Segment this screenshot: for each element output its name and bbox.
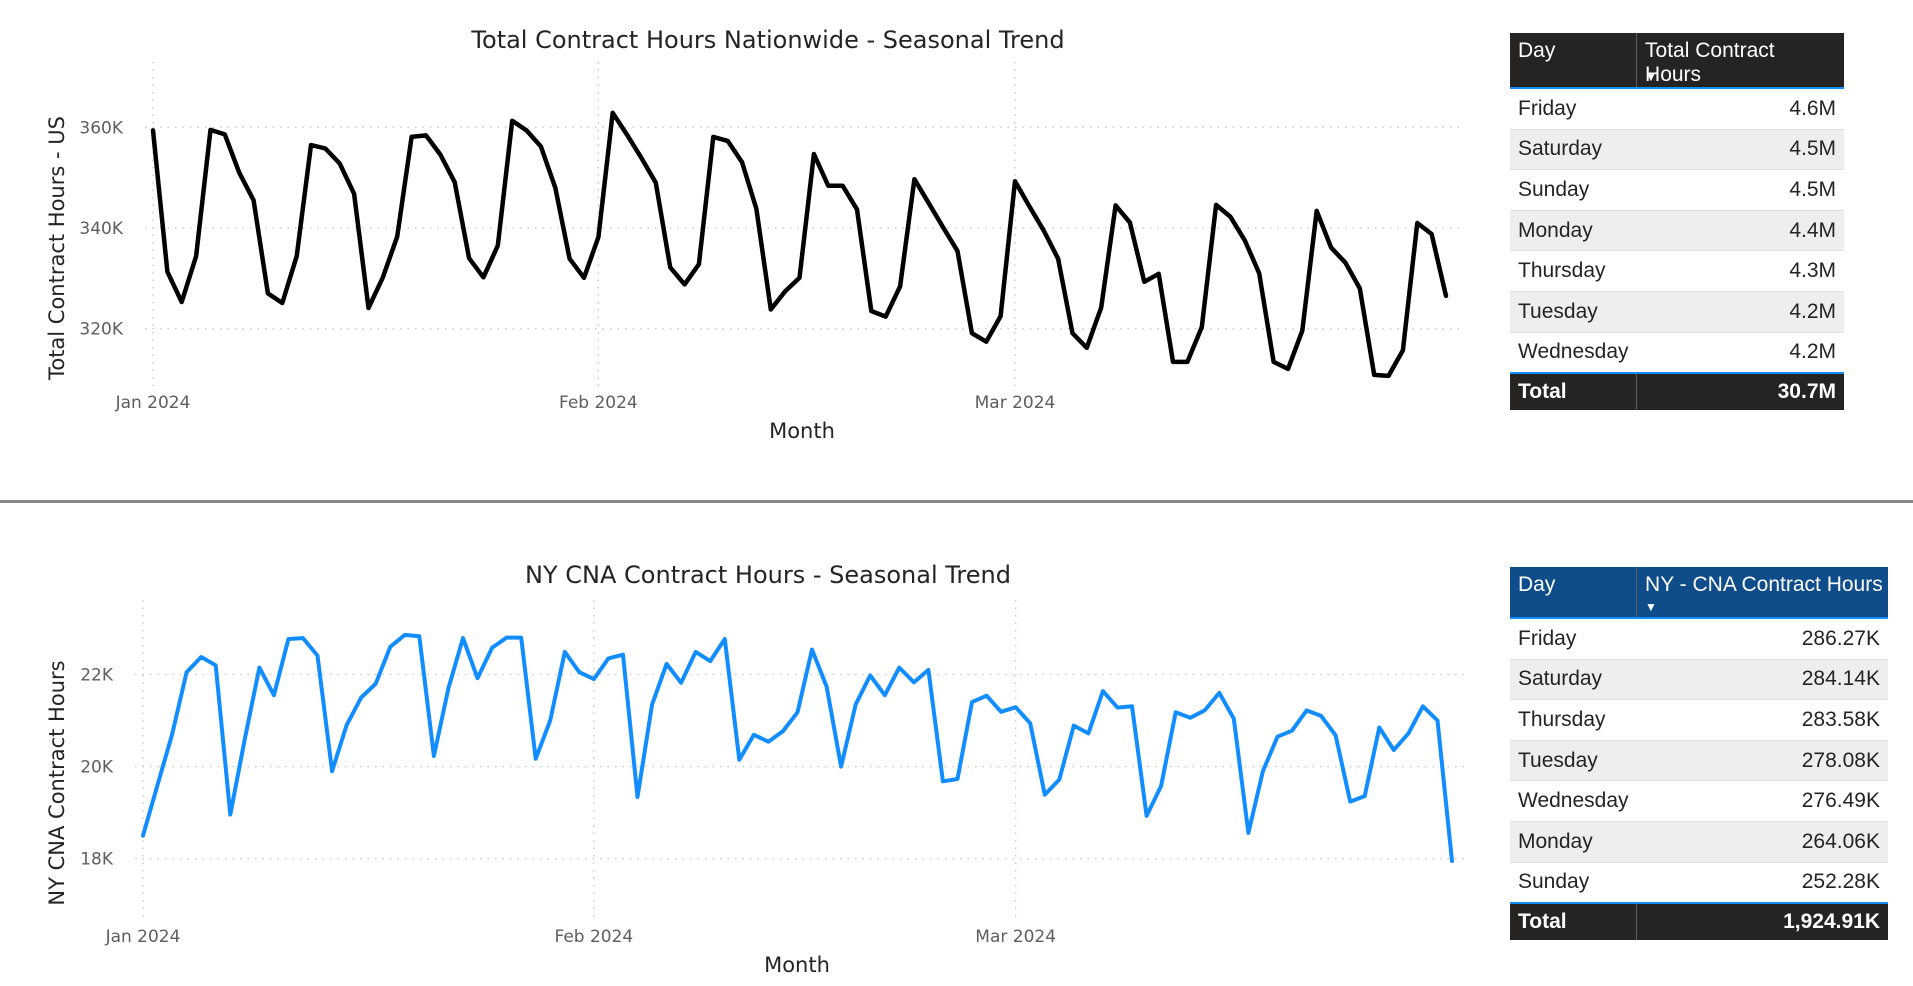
y-tick-label: 320K <box>79 320 123 340</box>
x-axis-title: Month <box>764 953 830 977</box>
value-cell: 284.14K <box>1636 659 1888 701</box>
day-cell: Sunday <box>1510 169 1637 211</box>
x-axis-title: Month <box>769 419 835 443</box>
day-cell: Tuesday <box>1510 291 1637 333</box>
table-row[interactable]: Thursday 283.58K <box>1510 699 1888 741</box>
table-row[interactable]: Tuesday 278.08K <box>1510 740 1888 782</box>
sort-descending-icon[interactable]: ▼ <box>1645 600 1657 614</box>
day-cell: Thursday <box>1510 699 1637 741</box>
day-cell: Friday <box>1510 88 1637 130</box>
ny-cna-chart-svg: NY CNA Contract Hours - Seasonal Trend N… <box>45 561 1470 977</box>
value-cell: 4.2M <box>1636 291 1844 333</box>
y-tick-label: 22K <box>80 665 114 685</box>
ny-cna-line-chart[interactable]: NY CNA Contract Hours - Seasonal Trend N… <box>0 520 1500 986</box>
ny-cna-day-table: Day NY - CNA Contract Hours ▼ Friday 286.… <box>1510 567 1888 941</box>
ny-cna-hours-column-header[interactable]: NY - CNA Contract Hours ▼ <box>1636 567 1888 619</box>
table-total-row: Total 1,924.91K <box>1510 902 1888 941</box>
x-tick-label: Mar 2024 <box>975 393 1056 413</box>
nationwide-day-table: Day Total Contract Hours ▼ Friday 4.6M Sat… <box>1510 33 1844 411</box>
nationwide-chart-svg: Total Contract Hours Nationwide - Season… <box>45 26 1464 443</box>
total-label: Total <box>1510 902 1638 941</box>
table-row[interactable]: Friday 4.6M <box>1510 88 1844 130</box>
value-cell: 4.3M <box>1636 250 1844 292</box>
value-cell: 286.27K <box>1636 618 1888 660</box>
total-value: 30.7M <box>1636 372 1844 411</box>
y-tick-label: 20K <box>80 758 114 778</box>
total-label: Total <box>1510 372 1638 411</box>
total-value: 1,924.91K <box>1636 902 1888 941</box>
day-cell: Wednesday <box>1510 780 1637 822</box>
day-cell: Monday <box>1510 210 1637 252</box>
day-cell: Tuesday <box>1510 740 1637 782</box>
value-cell: 4.6M <box>1636 88 1844 130</box>
series-line[interactable] <box>141 632 1454 863</box>
table-row[interactable]: Monday 4.4M <box>1510 210 1844 252</box>
table-header-row: Day Total Contract Hours ▼ <box>1510 33 1844 89</box>
series-line[interactable] <box>150 110 1449 379</box>
table-row[interactable]: Thursday 4.3M <box>1510 250 1844 292</box>
y-tick-label: 360K <box>79 118 123 138</box>
total-hours-column-header[interactable]: Total Contract Hours ▼ <box>1636 33 1844 89</box>
value-cell: 4.5M <box>1636 169 1844 211</box>
value-cell: 4.5M <box>1636 129 1844 171</box>
table-row[interactable]: Saturday 284.14K <box>1510 659 1888 701</box>
table-row[interactable]: Friday 286.27K <box>1510 618 1888 660</box>
y-axis-title: Total Contract Hours - US <box>45 116 69 381</box>
day-cell: Monday <box>1510 821 1637 863</box>
day-cell: Wednesday <box>1510 332 1637 374</box>
x-tick-label: Feb 2024 <box>554 927 633 947</box>
chart-title: NY CNA Contract Hours - Seasonal Trend <box>525 561 1011 589</box>
section-divider <box>0 500 1913 503</box>
day-cell: Saturday <box>1510 659 1637 701</box>
value-cell: 264.06K <box>1636 821 1888 863</box>
table-row[interactable]: Tuesday 4.2M <box>1510 291 1844 333</box>
table-total-row: Total 30.7M <box>1510 372 1844 411</box>
day-cell: Friday <box>1510 618 1637 660</box>
table-row[interactable]: Wednesday 276.49K <box>1510 780 1888 822</box>
table-row[interactable]: Sunday 252.28K <box>1510 862 1888 904</box>
day-column-header[interactable]: Day <box>1510 33 1638 89</box>
day-cell: Thursday <box>1510 250 1637 292</box>
x-tick-label: Jan 2024 <box>115 393 191 413</box>
y-tick-label: 18K <box>80 850 114 870</box>
table-row[interactable]: Monday 264.06K <box>1510 821 1888 863</box>
x-tick-label: Jan 2024 <box>105 927 181 947</box>
sort-descending-icon[interactable]: ▼ <box>1645 70 1657 84</box>
x-tick-label: Feb 2024 <box>559 393 638 413</box>
value-cell: 4.4M <box>1636 210 1844 252</box>
day-column-header[interactable]: Day <box>1510 567 1638 619</box>
table-row[interactable]: Sunday 4.5M <box>1510 169 1844 211</box>
table-row[interactable]: Saturday 4.5M <box>1510 129 1844 171</box>
x-tick-label: Mar 2024 <box>975 927 1056 947</box>
table-row[interactable]: Wednesday 4.2M <box>1510 332 1844 374</box>
y-tick-label: 340K <box>79 219 123 239</box>
value-cell: 4.2M <box>1636 332 1844 374</box>
table-header-row: Day NY - CNA Contract Hours ▼ <box>1510 567 1888 619</box>
value-cell: 278.08K <box>1636 740 1888 782</box>
day-cell: Saturday <box>1510 129 1637 171</box>
chart-title: Total Contract Hours Nationwide - Season… <box>470 26 1064 54</box>
day-cell: Sunday <box>1510 862 1637 904</box>
nationwide-line-chart[interactable]: Total Contract Hours Nationwide - Season… <box>0 0 1500 460</box>
value-cell: 276.49K <box>1636 780 1888 822</box>
value-cell: 252.28K <box>1636 862 1888 904</box>
y-axis-title: NY CNA Contract Hours <box>45 660 69 905</box>
value-cell: 283.58K <box>1636 699 1888 741</box>
